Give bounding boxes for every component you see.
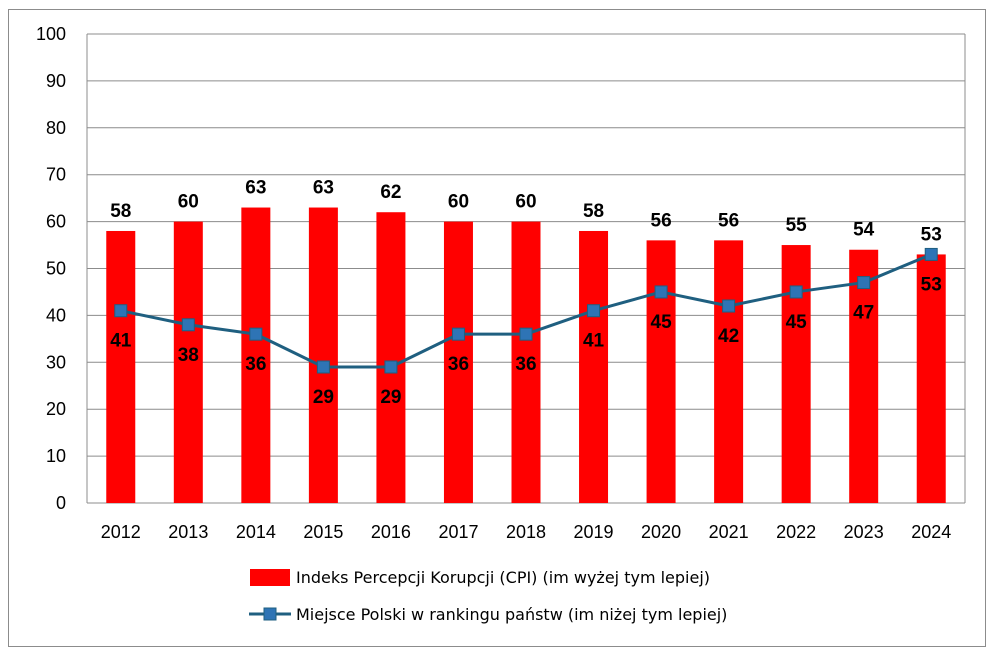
y-tick-label: 0 bbox=[56, 493, 66, 513]
x-tick-label: 2014 bbox=[236, 522, 276, 542]
bar-data-label: 58 bbox=[583, 201, 604, 222]
bar bbox=[714, 240, 744, 504]
bar bbox=[106, 230, 136, 504]
line-marker bbox=[722, 299, 736, 313]
y-tick-label: 90 bbox=[46, 71, 66, 91]
line-marker bbox=[316, 360, 330, 374]
x-tick-label: 2023 bbox=[844, 522, 884, 542]
y-tick-label: 40 bbox=[46, 305, 66, 325]
y-axis: 0 10 20 30 40 50 60 70 80 90 100 bbox=[36, 24, 966, 513]
bar bbox=[443, 221, 473, 503]
line-marker bbox=[249, 327, 263, 341]
bar-data-label: 63 bbox=[313, 178, 334, 199]
x-tick-label: 2015 bbox=[303, 522, 343, 542]
bar-data-label: 60 bbox=[178, 192, 199, 213]
x-tick-label: 2016 bbox=[371, 522, 411, 542]
line-marker bbox=[519, 327, 533, 341]
line-marker bbox=[384, 360, 398, 374]
bars bbox=[106, 207, 946, 504]
line-data-label: 45 bbox=[786, 312, 808, 333]
line-marker bbox=[789, 285, 803, 299]
chart-frame bbox=[8, 9, 986, 647]
line-data-label: 36 bbox=[245, 354, 266, 375]
x-tick-label: 2024 bbox=[911, 522, 951, 542]
legend-swatch-bar bbox=[250, 569, 290, 586]
bar-data-label: 53 bbox=[921, 224, 942, 245]
bar bbox=[173, 221, 203, 503]
line-marker bbox=[451, 327, 465, 341]
bar bbox=[376, 212, 406, 503]
bar bbox=[781, 245, 811, 504]
x-tick-label: 2019 bbox=[574, 522, 614, 542]
x-tick-label: 2018 bbox=[506, 522, 546, 542]
line-data-label: 41 bbox=[583, 331, 605, 352]
bar-data-label: 60 bbox=[515, 192, 536, 213]
x-axis: 2012 2013 2014 2015 2016 2017 2018 2019 2020 2021… bbox=[87, 502, 965, 542]
x-tick-label: 2022 bbox=[776, 522, 816, 542]
line-data-label: 36 bbox=[448, 354, 469, 375]
y-tick-label: 80 bbox=[46, 118, 66, 138]
line-marker bbox=[181, 318, 195, 332]
line-data-label: 47 bbox=[853, 303, 874, 324]
line-marker bbox=[114, 304, 128, 318]
x-tick-label: 2017 bbox=[438, 522, 478, 542]
bar-data-label: 58 bbox=[110, 201, 131, 222]
bar bbox=[241, 207, 271, 503]
bar-data-label: 56 bbox=[718, 210, 739, 231]
line-marker bbox=[857, 276, 871, 290]
line-marker bbox=[654, 285, 668, 299]
line-data-label: 36 bbox=[515, 354, 536, 375]
bar bbox=[849, 249, 879, 503]
x-tick-label: 2021 bbox=[709, 522, 749, 542]
line-data-label: 42 bbox=[718, 326, 739, 347]
legend-label-line: Miejsce Polski w rankingu państw (im niż… bbox=[296, 605, 727, 624]
x-tick-label: 2012 bbox=[101, 522, 141, 542]
bar bbox=[579, 230, 609, 504]
line-data-label: 29 bbox=[380, 387, 401, 408]
line-series bbox=[114, 247, 938, 374]
y-tick-label: 50 bbox=[46, 259, 66, 279]
bar-data-label: 55 bbox=[786, 215, 808, 236]
bar bbox=[646, 240, 676, 504]
y-tick-label: 60 bbox=[46, 212, 66, 232]
line-marker bbox=[924, 247, 938, 261]
bar bbox=[308, 207, 338, 503]
bar-data-label: 60 bbox=[448, 192, 469, 213]
bar bbox=[511, 221, 541, 503]
line-data-label: 53 bbox=[921, 274, 942, 295]
bar-data-label: 54 bbox=[853, 220, 875, 241]
data-labels: 58 60 63 63 62 60 60 58 56 56 55 54 53 41 38 36 29 29 36 36… bbox=[110, 178, 942, 408]
y-tick-label: 100 bbox=[36, 24, 66, 44]
bar bbox=[916, 254, 946, 503]
bar-data-label: 56 bbox=[651, 210, 672, 231]
line-data-label: 45 bbox=[651, 312, 673, 333]
y-tick-label: 20 bbox=[46, 399, 66, 419]
bar-data-label: 63 bbox=[245, 178, 266, 199]
line-marker bbox=[587, 304, 601, 318]
legend: Indeks Percepcji Korupcji (CPI) (im wyże… bbox=[249, 568, 727, 624]
y-tick-label: 70 bbox=[46, 165, 66, 185]
line-data-label: 41 bbox=[110, 331, 132, 352]
y-tick-label: 30 bbox=[46, 352, 66, 372]
line-data-label: 29 bbox=[313, 387, 334, 408]
legend-label-bar: Indeks Percepcji Korupcji (CPI) (im wyże… bbox=[296, 568, 710, 587]
x-tick-label: 2013 bbox=[168, 522, 208, 542]
x-tick-label: 2020 bbox=[641, 522, 681, 542]
y-tick-label: 10 bbox=[46, 446, 66, 466]
line-data-label: 38 bbox=[178, 345, 199, 366]
bar-data-label: 62 bbox=[380, 182, 401, 203]
legend-swatch-marker bbox=[263, 607, 277, 621]
